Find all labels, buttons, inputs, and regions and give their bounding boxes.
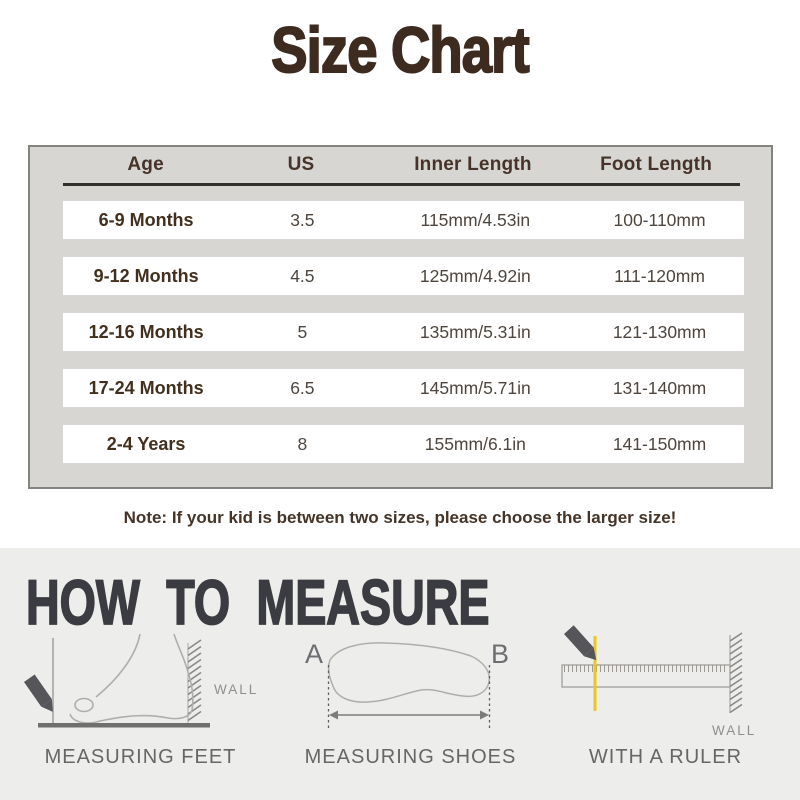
point-b-label: B <box>491 639 509 669</box>
table-row: 12-16 Months 5 135mm/5.31in 121-130mm <box>63 313 744 351</box>
foot-length-cell: 111-120mm <box>614 265 705 286</box>
us-size-cell: 3.5 <box>290 209 315 230</box>
us-size-cell: 4.5 <box>290 265 315 286</box>
age-cell: 17-24 Months <box>88 377 204 398</box>
age-cell: 12-16 Months <box>88 321 204 342</box>
inner-length-cell: 135mm/5.31in <box>419 321 531 342</box>
table-body: 6-9 Months 3.5 115mm/4.53in 100-110mm 9-… <box>30 201 771 463</box>
floor-line <box>38 723 210 728</box>
foot-length-cell: 100-110mm <box>613 209 706 230</box>
age-cell: 9-12 Months <box>93 265 199 286</box>
measuring-feet-diagram: WALL <box>24 633 258 728</box>
foot-length-cell: 131-140mm <box>612 377 707 398</box>
inner-length-cell: 155mm/6.1in <box>424 433 526 454</box>
page-title: Size Chart <box>270 13 530 87</box>
size-note: Note: If your kid is between two sizes, … <box>123 508 677 527</box>
column-header-inner-length: Inner Length <box>414 154 532 175</box>
inner-length-cell: 145mm/5.71in <box>419 377 531 398</box>
length-arrow <box>329 710 489 720</box>
us-size-cell: 6.5 <box>290 377 315 398</box>
how-to-measure-section: HOW TO MEASURE WALL A B <box>0 548 800 800</box>
us-size-cell: 8 <box>297 433 308 454</box>
table-row: 6-9 Months 3.5 115mm/4.53in 100-110mm <box>63 201 744 239</box>
inner-length-cell: 125mm/4.92in <box>419 265 531 286</box>
age-cell: 6-9 Months <box>98 209 194 230</box>
table-header-row: Age US Inner Length Foot Length <box>63 147 740 183</box>
pencil-icon <box>24 674 53 712</box>
step-caption-measuring-shoes: MEASURING SHOES <box>304 746 517 768</box>
how-to-measure-heading: HOW TO MEASURE <box>25 567 490 639</box>
wall-label: WALL <box>712 723 756 738</box>
size-table: Age US Inner Length Foot Length 6-9 Mont… <box>28 145 773 489</box>
measuring-shoes-diagram: A B <box>305 639 509 728</box>
wall-label: WALL <box>214 682 258 697</box>
wall-hatch <box>187 639 202 723</box>
header-divider <box>63 183 740 186</box>
foot-length-cell: 121-130mm <box>612 321 707 342</box>
table-row: 17-24 Months 6.5 145mm/5.71in 131-140mm <box>63 369 744 407</box>
with-a-ruler-diagram: WALL <box>561 625 756 738</box>
step-caption-with-a-ruler: WITH A RULER <box>588 746 743 768</box>
pencil-icon <box>564 625 597 661</box>
foot-outline <box>69 633 194 724</box>
step-caption-measuring-feet: MEASURING FEET <box>44 746 237 768</box>
us-size-cell: 5 <box>297 321 308 342</box>
column-header-foot-length: Foot Length <box>600 154 713 175</box>
ruler-icon <box>561 664 731 688</box>
shoe-sole-outline <box>327 642 491 703</box>
foot-length-cell: 141-150mm <box>612 433 707 454</box>
inner-length-cell: 115mm/4.53in <box>420 209 531 230</box>
column-header-us: US <box>287 154 315 175</box>
age-cell: 2-4 Years <box>106 433 186 454</box>
wall-hatch <box>729 632 743 714</box>
point-a-label: A <box>305 639 323 669</box>
table-row: 2-4 Years 8 155mm/6.1in 141-150mm <box>63 425 744 463</box>
table-row: 9-12 Months 4.5 125mm/4.92in 111-120mm <box>63 257 744 295</box>
column-header-age: Age <box>127 154 164 175</box>
